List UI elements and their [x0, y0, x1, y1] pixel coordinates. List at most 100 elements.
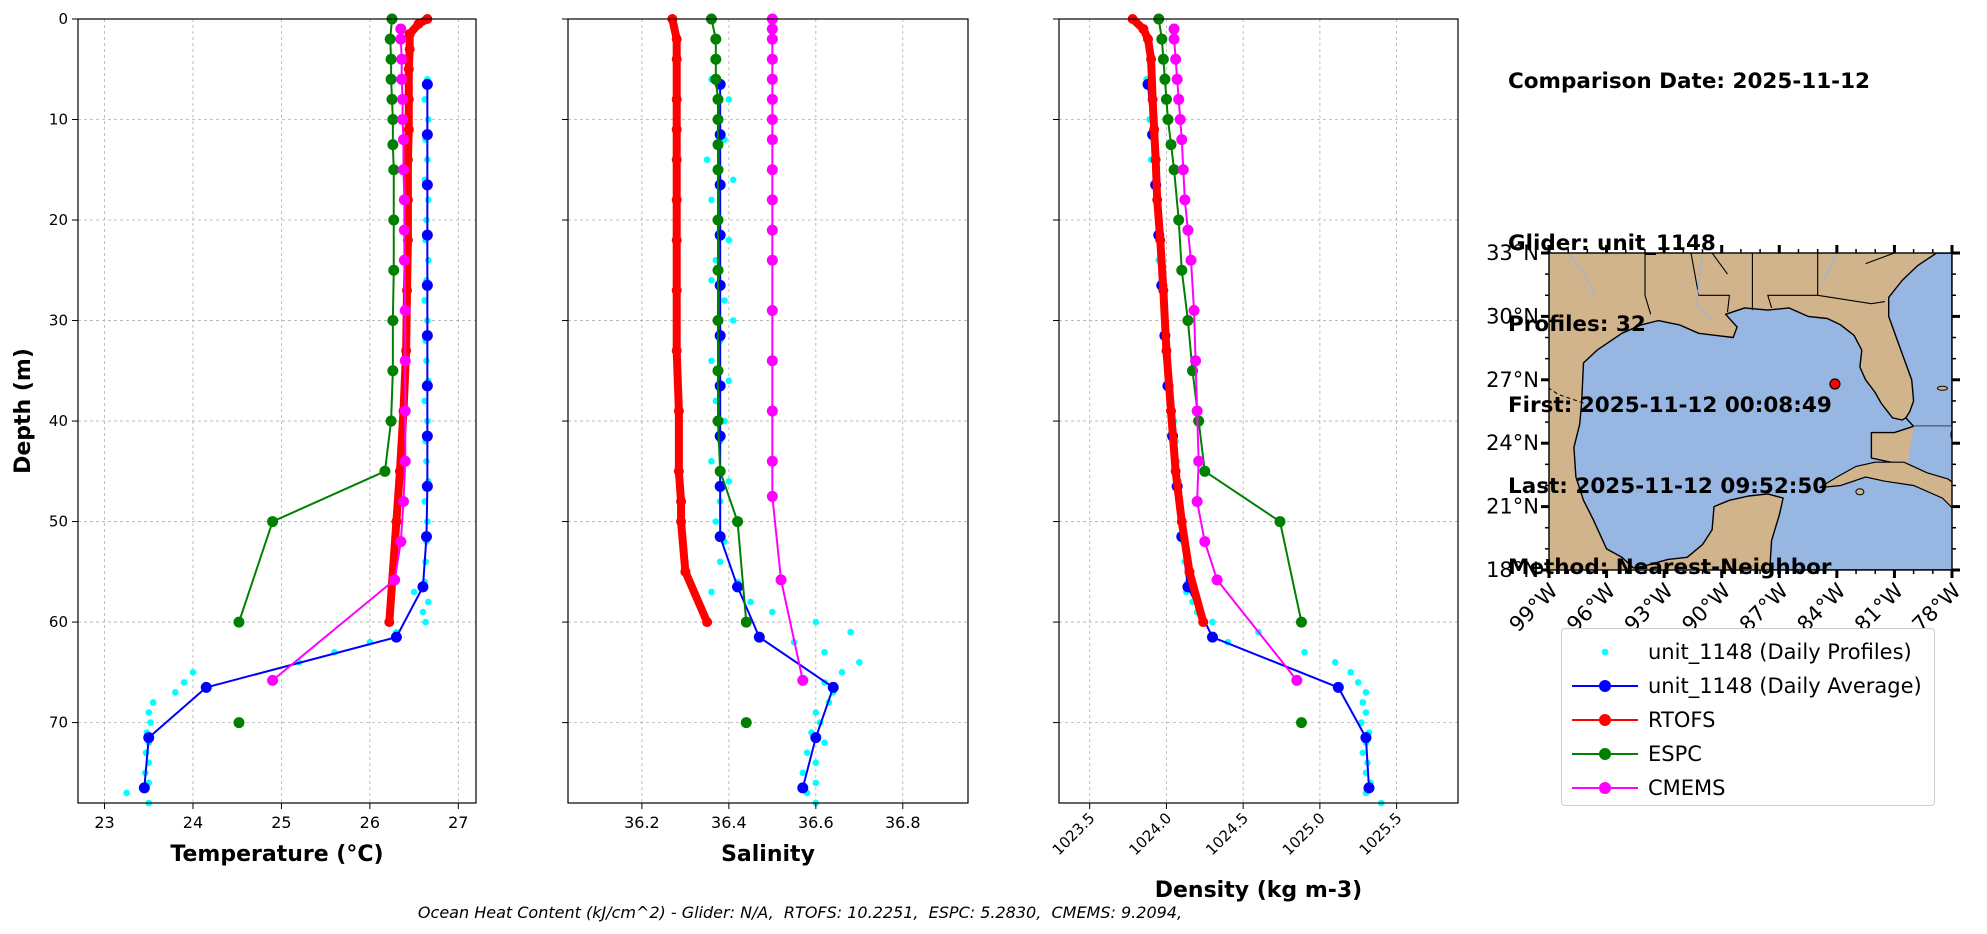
series-marker	[1146, 54, 1157, 65]
caribbean-water	[1952, 481, 1987, 570]
series-marker	[395, 33, 407, 45]
series-marker	[1143, 34, 1154, 45]
series-marker	[143, 732, 155, 744]
lat-tick-label: 21°N	[1486, 495, 1539, 519]
axes-frame	[77, 18, 477, 804]
y-ticks	[562, 18, 568, 724]
series-marker	[1174, 114, 1186, 126]
profile-point	[812, 709, 820, 716]
profile-point	[708, 357, 715, 365]
series-marker	[827, 681, 839, 693]
series-marker	[391, 516, 402, 527]
series-marker	[714, 531, 726, 543]
series-marker	[233, 717, 245, 729]
x-tick-label: 24	[183, 813, 203, 832]
profile-point	[410, 588, 418, 596]
series-marker	[766, 405, 778, 417]
series-marker	[387, 315, 399, 327]
series-unit-1148-daily-average-	[138, 78, 433, 794]
legend-marker	[1599, 782, 1611, 794]
x-ticks: 23 24 25 26 27	[94, 803, 468, 832]
series-marker	[399, 455, 411, 467]
profile-point	[716, 558, 724, 566]
y-ticks	[1053, 18, 1059, 724]
series-marker	[1149, 124, 1160, 135]
legend-symbol	[1572, 680, 1638, 692]
series-marker	[388, 264, 400, 276]
series-marker	[1182, 224, 1194, 236]
profile-point	[1362, 689, 1370, 696]
series-marker	[714, 229, 726, 241]
profile-point	[421, 397, 429, 405]
profile-count: Profiles: 32	[1508, 312, 1646, 337]
x-tick-label: 1025.5	[1356, 809, 1406, 859]
series-marker	[421, 480, 433, 492]
series-marker	[1168, 33, 1180, 45]
profile-panel-1: 23 24 25 26 27 0 10 20 30 40 50 60 70 Temperature (°C…	[11, 10, 477, 867]
profile-point	[180, 679, 188, 686]
profile-point	[821, 648, 828, 656]
legend-dot	[1601, 648, 1609, 656]
series-marker	[1363, 782, 1375, 794]
series-marker	[1158, 285, 1169, 296]
series-marker	[384, 617, 395, 628]
series-marker	[1193, 455, 1205, 467]
series-line	[1128, 15, 1208, 627]
x-ticks: 1023.5 1024.0 1024.5 1025.0 1025.5	[1049, 803, 1406, 859]
profile-point	[1301, 648, 1308, 656]
profile-point	[725, 377, 733, 385]
profile-point	[747, 598, 754, 606]
legend-item: RTOFS	[1562, 703, 1934, 737]
series-marker	[399, 405, 411, 417]
series-marker	[388, 164, 400, 176]
series-marker	[714, 179, 726, 191]
series-marker	[233, 616, 245, 628]
y-tick-label: 60	[49, 613, 68, 631]
series-marker	[387, 139, 399, 151]
axes-frame	[1058, 18, 1459, 804]
series-marker	[385, 73, 397, 85]
series-marker	[1274, 516, 1286, 528]
series-marker	[671, 235, 682, 246]
series-unit-1148-daily-average-	[1142, 78, 1375, 794]
series-marker	[766, 490, 778, 502]
series-marker	[1182, 315, 1194, 327]
profile-point	[421, 96, 429, 103]
series-marker	[797, 782, 809, 794]
series-marker	[1176, 264, 1188, 276]
legend-item: ESPC	[1562, 737, 1934, 771]
river	[1696, 253, 1713, 322]
grand-bahama	[1936, 385, 1948, 391]
first-time: First: 2025-11-12 00:08:49	[1508, 393, 1832, 418]
state-border	[1644, 253, 1652, 315]
series-marker	[740, 616, 752, 628]
y-tick-label: 50	[49, 513, 68, 531]
state-border	[1817, 294, 1885, 305]
y-tick-label: 40	[49, 412, 68, 430]
series-marker	[1198, 617, 1209, 628]
profile-point	[803, 749, 811, 757]
legend-label: unit_1148 (Daily Average)	[1648, 674, 1922, 698]
profile-point	[812, 779, 820, 787]
profile-point	[1347, 669, 1354, 676]
series-marker	[710, 33, 722, 45]
state-border	[1767, 253, 1819, 309]
series-marker	[732, 581, 744, 593]
x-tick-label: 1025.0	[1279, 809, 1329, 859]
series-marker	[1211, 574, 1223, 586]
series-marker	[766, 455, 778, 467]
profile-point	[189, 669, 197, 676]
series-marker	[421, 279, 433, 291]
series-marker	[712, 139, 724, 151]
series-marker	[676, 496, 687, 507]
series-marker	[740, 717, 752, 729]
profile-point	[1359, 699, 1367, 706]
series-marker	[1199, 465, 1211, 477]
x-axis-label: Salinity	[721, 842, 815, 867]
grid	[1059, 18, 1458, 803]
series-marker	[402, 154, 413, 165]
series-marker	[388, 214, 400, 226]
profile-point	[721, 297, 728, 304]
profile-point	[1209, 618, 1216, 626]
profile-point	[712, 518, 720, 525]
